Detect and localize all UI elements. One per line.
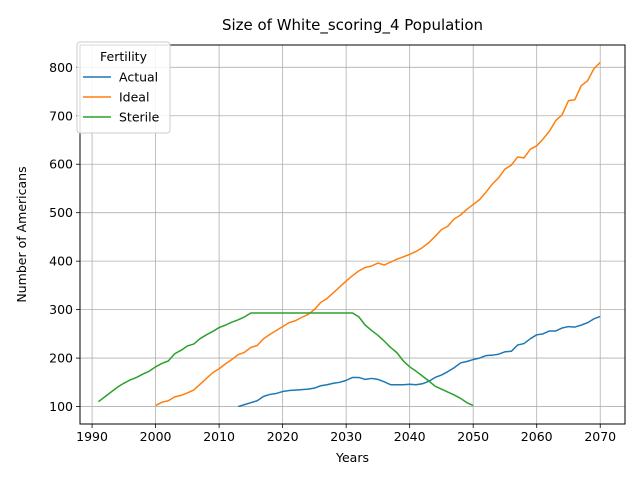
x-tick-label: 2020 [267, 429, 299, 444]
legend-title: Fertility [100, 49, 148, 64]
series-line-sterile [97, 312, 474, 407]
x-tick-label: 2060 [521, 429, 553, 444]
grid-lines [80, 45, 625, 424]
legend-label-sterile: Sterile [119, 110, 160, 125]
legend-label-ideal: Ideal [119, 90, 149, 105]
series-line-ideal [155, 61, 601, 407]
legend-items: Actual Ideal Sterile [83, 70, 160, 125]
y-tick-label: 200 [49, 351, 73, 366]
legend-box [76, 41, 171, 134]
y-tick-label: 500 [49, 205, 73, 220]
y-axis-title: Number of Americans [14, 166, 29, 302]
x-tick-label: 2050 [457, 429, 489, 444]
legend: Fertility Actual Ideal Sterile [76, 41, 171, 134]
series-lines [97, 61, 601, 408]
y-tick-label: 100 [49, 399, 73, 414]
x-tick-label: 2000 [140, 429, 172, 444]
y-tick-label: 400 [49, 254, 73, 269]
x-tick-label: 2040 [394, 429, 426, 444]
plot-frame [79, 44, 626, 425]
y-tick-label: 700 [49, 108, 73, 123]
y-tick-label: 800 [49, 60, 73, 75]
y-tick-label: 300 [49, 302, 73, 317]
x-tick-label: 2010 [203, 429, 235, 444]
x-tick-label: 1990 [76, 429, 108, 444]
legend-label-actual: Actual [119, 70, 158, 85]
series-line-actual [237, 315, 601, 408]
x-axis-title: Years [335, 450, 369, 465]
x-tick-label: 2030 [330, 429, 362, 444]
chart-title: Size of White_scoring_4 Population [222, 16, 483, 35]
y-tick-label: 600 [49, 157, 73, 172]
axis-ticks: 1990 2000 2010 2020 2030 2040 2050 2060 2070 100 2… [49, 60, 616, 444]
x-tick-label: 2070 [584, 429, 616, 444]
